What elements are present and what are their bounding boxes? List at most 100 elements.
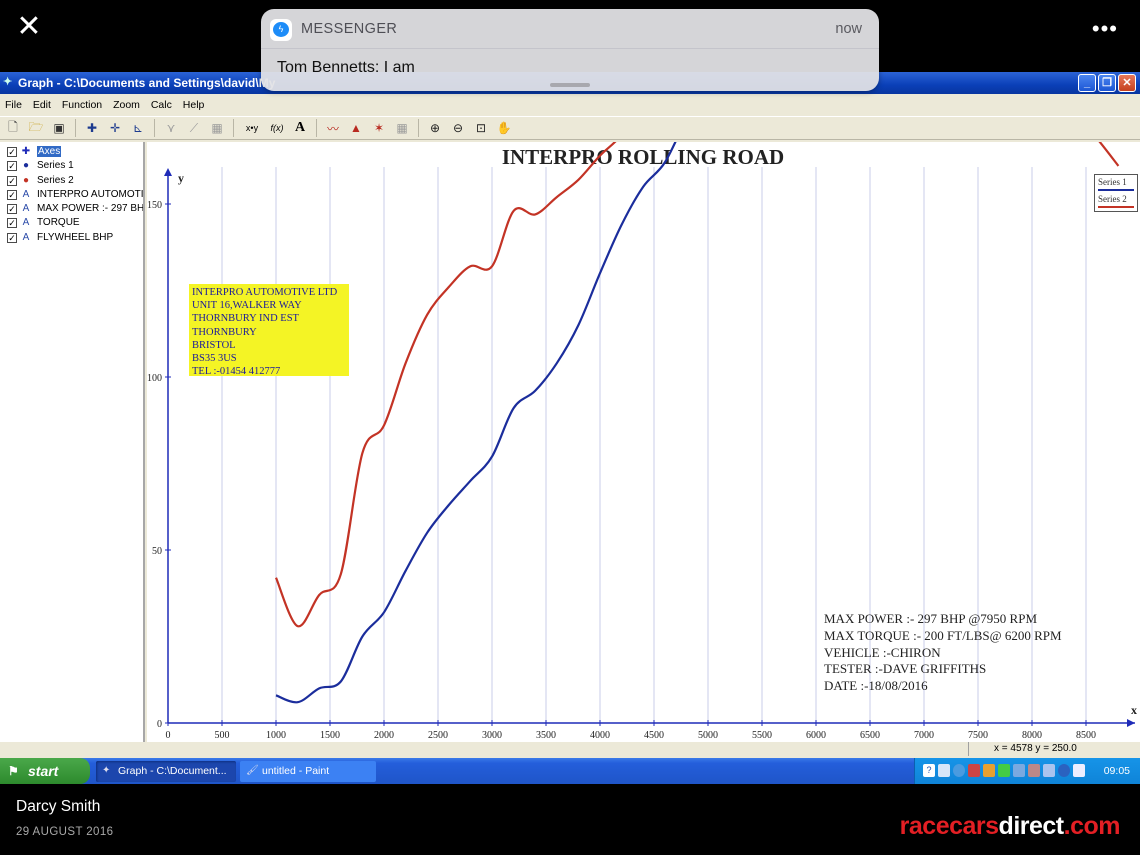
insert-fx-button[interactable]: f(x) (270, 123, 284, 133)
new-file-icon[interactable]: 🗋 (8, 119, 18, 134)
insert-text-button[interactable]: A (294, 120, 306, 135)
monitor-icon[interactable] (1013, 764, 1025, 777)
notes-line: THORNBURY IND EST (192, 313, 299, 325)
function-list-item[interactable]: ✓ A MAX POWER :- 297 BH (0, 202, 143, 216)
normal-icon[interactable]: ⟋ (189, 120, 199, 135)
x-tick-label: 8000 (1022, 730, 1042, 741)
function-list-item[interactable]: ✓ ● Series 2 (0, 174, 143, 188)
checkbox-icon[interactable]: ✓ (7, 175, 17, 186)
text-label-icon: A (22, 188, 30, 200)
checkbox-icon[interactable]: ✓ (7, 232, 17, 243)
function-list-panel: ✓ ✚ Axes ✓ ● Series 1 ✓ ● Series 2 ✓ A I… (0, 142, 145, 742)
open-folder-icon[interactable]: 🗁 (28, 119, 44, 134)
function-list-item[interactable]: ✓ ● Series 1 (0, 159, 143, 173)
function-list-label: FLYWHEEL BHP (37, 231, 114, 243)
checkbox-icon[interactable]: ✓ (7, 161, 17, 172)
insert-relation-button[interactable]: x•y (245, 123, 259, 133)
trendline-icon[interactable]: 〰 (326, 121, 339, 136)
start-button[interactable]: ⚑ start (0, 758, 90, 784)
x-tick-label: 5000 (698, 730, 718, 741)
checkbox-icon[interactable]: ✓ (7, 189, 17, 200)
notes-line: UNIT 16,WALKER WAY (192, 300, 302, 312)
menu-file[interactable]: File (5, 99, 22, 111)
toolbar-separator (154, 119, 155, 137)
graph-canvas[interactable]: x y 0 500 1000 1500 2000 2500 3000 3500 4000 4500 50… (147, 142, 1140, 742)
legend-item: Series 2 (1098, 194, 1134, 211)
antivirus-icon[interactable] (983, 764, 995, 777)
more-icon[interactable]: ••• (1091, 16, 1118, 41)
pan-hand-icon[interactable]: ✋ (496, 121, 512, 135)
taskbar-item-graph[interactable]: ✦ Graph - C:\Document... (96, 761, 236, 782)
checkbox-icon[interactable]: ✓ (7, 218, 17, 229)
messenger-icon: ϟ (270, 19, 292, 41)
notes-line: THORNBURY (192, 326, 257, 338)
windows-flag-icon: ⚑ (8, 764, 19, 778)
notification-grabber[interactable] (550, 83, 590, 87)
notification-app-name: MESSENGER (301, 21, 398, 37)
graph-window: ✦ Graph - C:\Documents and Settings\davi… (0, 72, 1140, 784)
axes-icon: ✚ (21, 146, 31, 157)
menu-help[interactable]: Help (182, 99, 205, 111)
notes-line: BS35 3US (192, 353, 237, 365)
legend-swatch (1098, 206, 1134, 208)
taskbar: ⚑ start ✦ Graph - C:\Document... 🖌 untit… (0, 758, 1140, 784)
function-list-label: TORQUE (37, 217, 80, 229)
tray-icon[interactable] (938, 764, 950, 777)
x-tick-label: 5500 (752, 730, 772, 741)
chart-title: INTERPRO ROLLING ROAD (502, 145, 784, 169)
toolbar-separator (75, 119, 76, 137)
derivative-icon[interactable]: ✶ (373, 121, 385, 135)
security-icon[interactable] (998, 764, 1010, 777)
network-icon[interactable] (953, 764, 965, 777)
window-title: Graph - C:\Documents and Settings\david\… (18, 76, 276, 90)
maximize-button[interactable]: ❐ (1098, 74, 1116, 92)
menu-zoom[interactable]: Zoom (113, 99, 140, 111)
tray-icon[interactable] (1028, 764, 1040, 777)
y-tick-label: 50 (152, 546, 162, 557)
shading-icon[interactable]: ▦ (211, 121, 223, 135)
zoom-window-icon[interactable]: ⊡ (475, 121, 487, 135)
menu-calc[interactable]: Calc (150, 99, 172, 111)
save-icon[interactable]: ▣ (53, 121, 65, 135)
messenger-notification[interactable]: ϟ MESSENGER now Tom Bennetts: I am (261, 9, 879, 91)
notes-line: BRISTOL (192, 339, 236, 351)
insert-function-icon[interactable]: ✚ (86, 121, 98, 135)
close-window-button[interactable]: ✕ (1118, 74, 1136, 92)
y-tick-label: 0 (157, 719, 162, 730)
edit-axes-icon[interactable]: ⊾ (132, 121, 144, 135)
paint-app-icon: 🖌 (246, 765, 259, 776)
text-label-icon: A (22, 203, 30, 215)
tray-icon[interactable] (1073, 764, 1085, 777)
y-tick-label: 150 (147, 200, 162, 211)
brand-logo: racecarsdirect.com (899, 812, 1121, 840)
function-list-item[interactable]: ✓ A INTERPRO AUTOMOTIV (0, 188, 143, 202)
tangent-icon[interactable]: ⋎ (166, 121, 176, 135)
volume-icon[interactable] (1043, 764, 1055, 777)
shield-icon[interactable] (968, 764, 980, 777)
function-list-item[interactable]: ✓ ✚ Axes (0, 145, 143, 159)
minimize-button[interactable]: _ (1078, 74, 1096, 92)
zoom-out-icon[interactable]: ⊖ (452, 121, 464, 135)
table-icon[interactable]: ▦ (396, 121, 408, 135)
function-list-item[interactable]: ✓ A FLYWHEEL BHP (0, 231, 143, 245)
wifi-icon[interactable] (1058, 764, 1070, 777)
taskbar-item-paint[interactable]: 🖌 untitled - Paint (240, 761, 376, 782)
area-icon[interactable]: ▲ (350, 121, 362, 135)
menu-edit[interactable]: Edit (32, 99, 51, 111)
taskbar-item-label: Graph - C:\Document... (118, 765, 227, 777)
x-tick-label: 6500 (860, 730, 880, 741)
insert-point-series-icon[interactable]: ✛ (109, 121, 121, 135)
function-list-item[interactable]: ✓ A TORQUE (0, 216, 143, 230)
menu-function[interactable]: Function (61, 99, 103, 111)
x-tick-label: 6000 (806, 730, 826, 741)
zoom-in-icon[interactable]: ⊕ (429, 121, 441, 135)
checkbox-icon[interactable]: ✓ (7, 204, 17, 215)
close-icon[interactable]: ✕ (16, 10, 42, 43)
function-list-label: Series 1 (37, 160, 74, 172)
help-icon[interactable]: ? (923, 764, 935, 777)
author-name[interactable]: Darcy Smith (16, 798, 101, 815)
checkbox-icon[interactable]: ✓ (7, 147, 17, 157)
y-axis-label: y (178, 171, 184, 185)
function-list-label: INTERPRO AUTOMOTIV (37, 188, 143, 200)
post-date: 29 AUGUST 2016 (16, 826, 114, 838)
